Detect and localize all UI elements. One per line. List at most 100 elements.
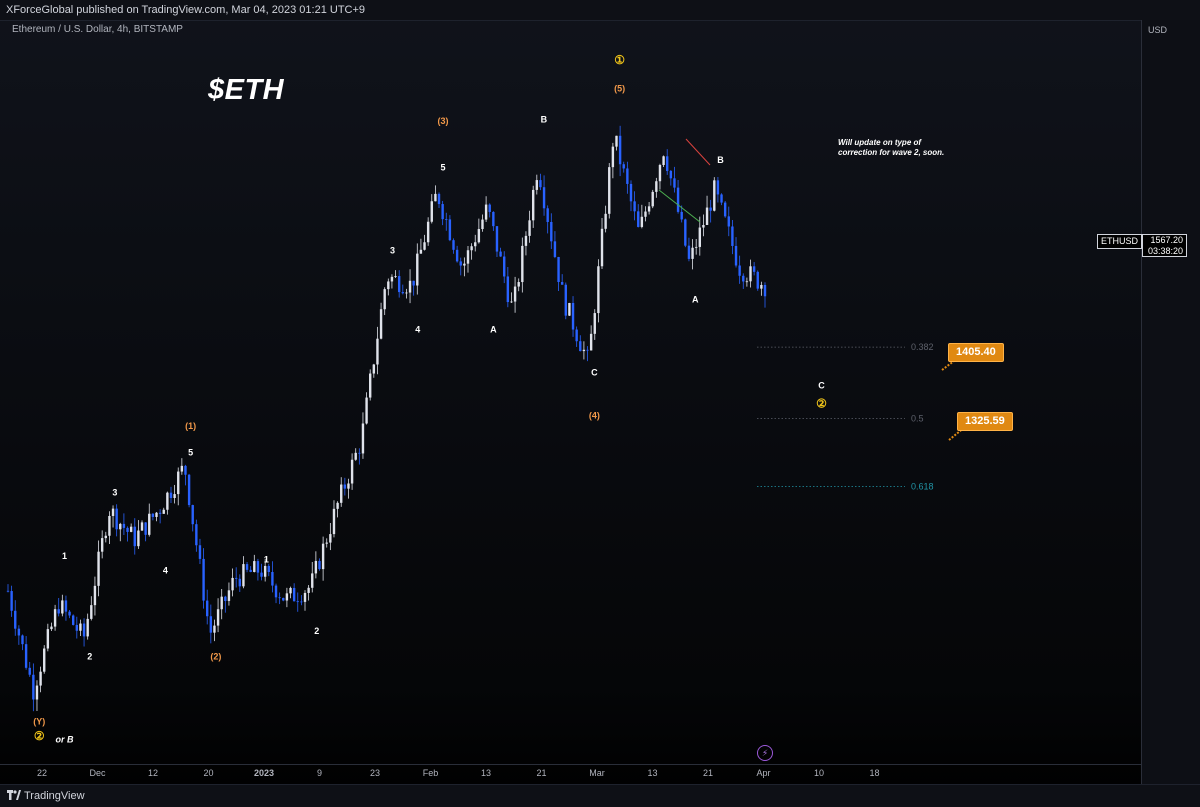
time-tick-label: 21 <box>536 768 546 778</box>
candle <box>756 270 759 291</box>
candle <box>560 274 564 285</box>
candle <box>716 176 720 203</box>
candle-body <box>390 276 394 282</box>
candle <box>618 125 622 177</box>
footer-bar: TradingView <box>0 784 1200 807</box>
candle <box>133 518 136 555</box>
candle-body <box>470 246 473 251</box>
candle <box>452 238 455 254</box>
candle <box>318 558 321 571</box>
time-tick-label: 13 <box>647 768 657 778</box>
candle <box>593 309 596 340</box>
candle-body <box>608 167 611 214</box>
candle-body <box>198 545 202 559</box>
candle <box>611 142 615 179</box>
candle-body <box>133 526 136 547</box>
candle <box>466 245 470 273</box>
candle-body <box>477 229 481 243</box>
candle <box>122 513 126 535</box>
candle <box>539 173 542 191</box>
candle-body <box>640 216 644 227</box>
lightning-icon[interactable]: ⚡ <box>757 745 773 761</box>
candle <box>437 192 441 208</box>
candle-body <box>560 282 564 285</box>
candle-body <box>452 240 455 250</box>
candle <box>177 467 180 506</box>
candle <box>448 215 452 242</box>
last-price-box: 1567.20 03:38:20 <box>1142 234 1187 257</box>
candle-body <box>466 250 470 264</box>
candle <box>589 325 593 351</box>
candle <box>430 194 433 224</box>
candle-body <box>169 492 173 499</box>
candle <box>216 598 220 633</box>
candle <box>731 220 734 255</box>
candle <box>278 592 281 605</box>
candle <box>303 590 307 611</box>
candle-body <box>216 609 220 626</box>
candle <box>104 531 107 543</box>
candle <box>655 177 658 198</box>
candle-body <box>662 156 665 165</box>
candle-body <box>669 170 673 179</box>
candle-body <box>604 213 607 229</box>
candle <box>687 237 691 262</box>
candle <box>173 484 176 504</box>
candle <box>148 503 151 537</box>
symbol-info[interactable]: Ethereum / U.S. Dollar, 4h, BITSTAMP <box>12 24 183 35</box>
candle-body <box>267 565 270 573</box>
candle <box>637 204 640 228</box>
candle-body <box>68 611 71 616</box>
candle-body <box>119 523 122 530</box>
tradingview-logo-icon <box>7 790 21 800</box>
candle-body <box>46 629 50 649</box>
candle <box>510 292 513 304</box>
candle <box>723 200 727 218</box>
candle-body <box>137 530 140 547</box>
candle <box>394 270 397 278</box>
ticker-label: ETHUSD <box>1097 234 1142 249</box>
candle-body <box>557 256 560 283</box>
time-tick-label: 2023 <box>254 768 274 778</box>
candle-body <box>517 282 520 287</box>
candle-body <box>727 216 730 227</box>
candle-body <box>177 471 180 495</box>
candle <box>282 597 285 602</box>
candle-body <box>397 276 401 293</box>
candle <box>615 135 618 151</box>
candle-body <box>752 266 756 272</box>
candle-body <box>687 245 691 259</box>
target-callout-2: 1325.59 <box>957 412 1013 431</box>
time-axis[interactable] <box>0 764 1141 785</box>
candle <box>644 206 647 222</box>
fib-level-label: 0.382 <box>911 342 934 352</box>
wave-label: 2 <box>314 626 319 636</box>
candle <box>238 574 242 592</box>
candle-body <box>260 572 263 577</box>
candle <box>474 234 477 252</box>
candle <box>531 185 535 228</box>
candle <box>684 218 687 248</box>
candle <box>499 247 502 257</box>
candle <box>412 280 415 296</box>
candle-body <box>387 281 390 290</box>
price-axis[interactable]: USD <box>1141 20 1200 784</box>
candle-body <box>633 201 636 212</box>
candle <box>379 302 383 340</box>
wave-label: 2 <box>87 652 92 662</box>
candle <box>749 259 752 288</box>
candle <box>484 196 488 223</box>
candle-body <box>644 211 647 217</box>
candle <box>662 155 665 167</box>
candle-body <box>180 465 184 472</box>
candle <box>579 335 582 352</box>
time-tick-label: 21 <box>703 768 713 778</box>
candle-body <box>238 578 242 587</box>
candle <box>629 180 633 212</box>
candle-body <box>71 615 75 625</box>
wave-labels: (Y) ② or B 1 2 3 4 (1) 5 (2) 1 2 3 4 (3) 5 A B C (4) ① (5) A B C… <box>33 53 827 744</box>
candle-body <box>282 597 285 601</box>
candle-body <box>419 249 423 254</box>
candle-body <box>220 596 223 610</box>
